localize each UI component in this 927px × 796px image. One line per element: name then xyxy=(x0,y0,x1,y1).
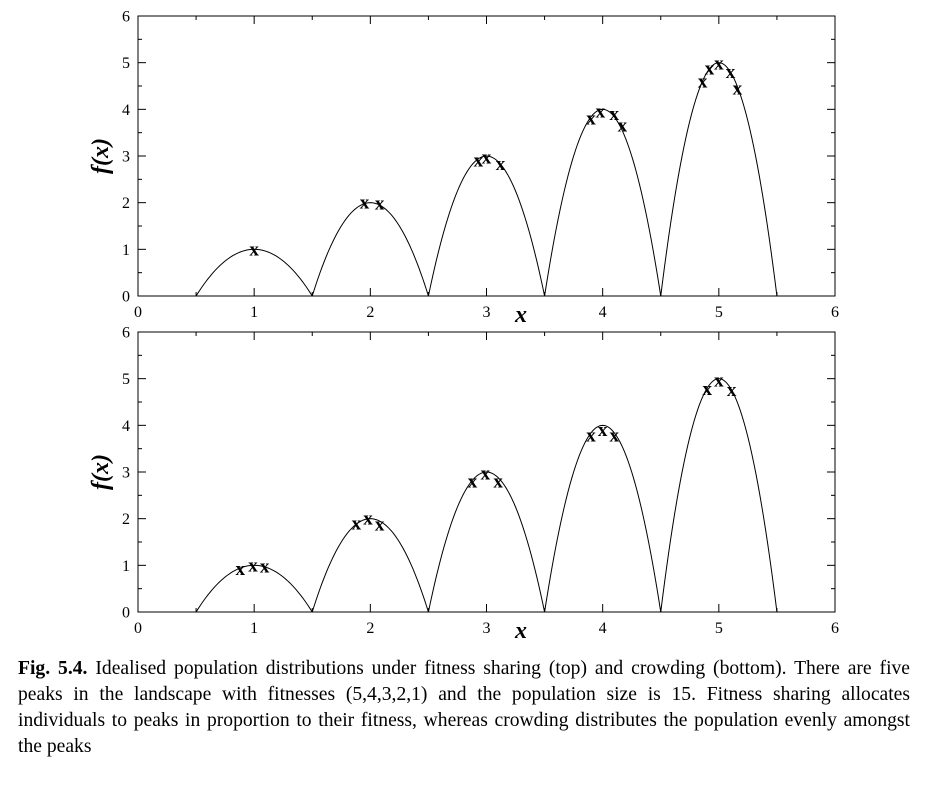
top-individual-marker: x xyxy=(249,239,259,260)
bottom-landscape-peak-5 xyxy=(660,378,778,613)
top-y-tick-label: 1 xyxy=(122,242,130,259)
bottom-individual-marker: x xyxy=(468,471,478,492)
top-landscape-peak-1 xyxy=(195,248,313,297)
bottom-individual-marker: x xyxy=(352,513,362,534)
top-y-tick-label: 0 xyxy=(122,289,130,306)
bottom-landscape-peak-4 xyxy=(544,424,662,613)
bottom-y-axis-label: f(x) xyxy=(88,454,114,490)
top-individual-marker: x xyxy=(726,62,736,83)
bottom-individual-marker: x xyxy=(610,426,620,447)
bottom-individual-marker: x xyxy=(260,557,270,578)
top-individual-marker: x xyxy=(596,102,606,123)
top-individual-marker: x xyxy=(618,116,628,137)
top-x-axis-label: x xyxy=(514,302,527,328)
bottom-y-tick-label: 5 xyxy=(122,371,130,388)
bottom-x-tick-label: 3 xyxy=(483,620,491,637)
top-y-tick-label: 4 xyxy=(122,102,130,119)
top-individual-marker: x xyxy=(375,194,385,215)
top-x-tick-label: 3 xyxy=(483,304,491,321)
bottom-individual-marker: x xyxy=(727,380,737,401)
top-individual-marker: x xyxy=(733,78,743,99)
bottom-y-tick-label: 0 xyxy=(122,605,130,622)
bottom-x-tick-label: 4 xyxy=(599,620,607,637)
top-individual-marker: x xyxy=(698,71,708,92)
bottom-y-tick-label: 3 xyxy=(122,465,130,482)
bottom-individual-marker: x xyxy=(598,420,608,441)
top-individual-marker: x xyxy=(474,151,484,172)
bottom-individual-marker: x xyxy=(235,559,245,580)
caption-text: Idealised population distributions under… xyxy=(18,658,911,757)
top-x-tick-label: 6 xyxy=(831,304,839,321)
top-landscape-peak-3 xyxy=(427,155,546,297)
bottom-y-tick-label: 6 xyxy=(122,325,130,342)
bottom-individual-marker: x xyxy=(375,514,385,535)
bottom-individual-marker: x xyxy=(493,471,503,492)
top-x-tick-label: 0 xyxy=(134,304,142,321)
bottom-x-tick-label: 0 xyxy=(134,620,142,637)
top-individual-marker: x xyxy=(610,104,620,125)
top-individual-marker: x xyxy=(714,54,724,75)
bottom-individual-marker: x xyxy=(481,463,491,484)
top-y-axis-label: f(x) xyxy=(88,138,114,174)
bottom-x-tick-label: 5 xyxy=(715,620,723,637)
bottom-individual-marker: x xyxy=(714,371,724,392)
top-landscape-peak-5 xyxy=(660,62,778,297)
top-y-tick-label: 5 xyxy=(122,55,130,72)
top-y-tick-label: 2 xyxy=(122,195,130,212)
top-x-tick-label: 5 xyxy=(715,304,723,321)
bottom-landscape-peak-3 xyxy=(427,471,546,613)
bottom-y-tick-label: 1 xyxy=(122,558,130,575)
top-y-tick-label: 6 xyxy=(122,9,130,26)
top-x-tick-label: 1 xyxy=(250,304,258,321)
top-individual-marker: x xyxy=(482,147,492,168)
bottom-y-tick-label: 4 xyxy=(122,418,130,435)
figure-caption: Fig. 5.4. Idealised population distribut… xyxy=(18,656,910,760)
top-y-tick-label: 3 xyxy=(122,149,130,166)
bottom-y-tick-label: 2 xyxy=(122,511,130,528)
bottom-x-tick-label: 6 xyxy=(831,620,839,637)
top-x-tick-label: 2 xyxy=(366,304,374,321)
top-individual-marker: x xyxy=(360,193,370,214)
top-individual-marker: x xyxy=(586,109,596,130)
top-individual-marker: x xyxy=(705,58,715,79)
bottom-x-tick-label: 2 xyxy=(366,620,374,637)
caption-label: Fig. 5.4. xyxy=(18,658,88,679)
bottom-individual-marker: x xyxy=(248,555,258,576)
top-individual-marker: x xyxy=(496,154,506,175)
bottom-individual-marker: x xyxy=(363,509,373,530)
bottom-landscape-peak-1 xyxy=(195,564,313,613)
top-landscape-peak-4 xyxy=(544,108,662,297)
top-x-tick-label: 4 xyxy=(599,304,607,321)
bottom-individual-marker: x xyxy=(586,426,596,447)
top-landscape-peak-2 xyxy=(311,202,429,297)
bottom-x-tick-label: 1 xyxy=(250,620,258,637)
bottom-landscape-peak-2 xyxy=(311,518,429,613)
bottom-x-axis-label: x xyxy=(514,618,527,644)
bottom-individual-marker: x xyxy=(702,379,712,400)
